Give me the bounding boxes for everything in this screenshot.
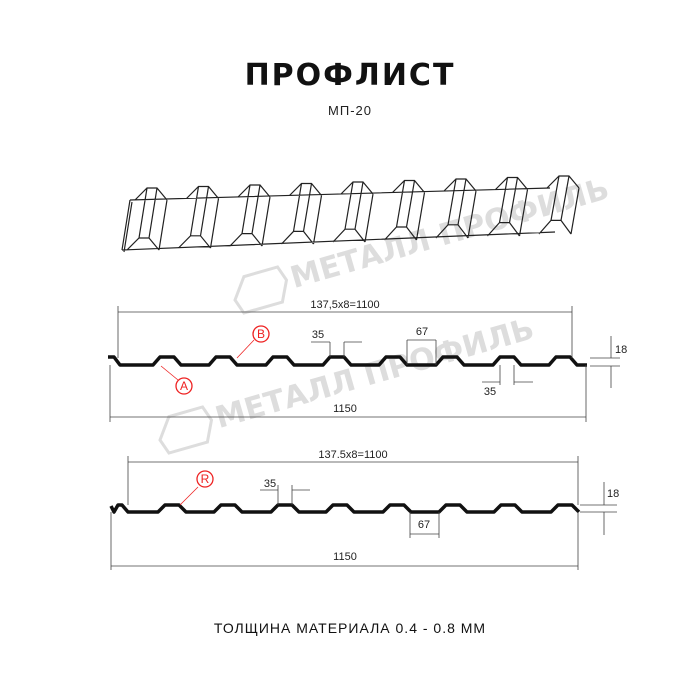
sheet-3d-view	[121, 175, 580, 253]
profile-1-shape	[108, 355, 587, 367]
profile-1-width-label: 1150	[333, 403, 357, 415]
profile-1-height-label: 18	[615, 344, 627, 356]
profile-1-top-flat-label: 35	[312, 329, 324, 341]
profile-2-pitch-label: 137.5x8=1100	[318, 449, 387, 461]
svg-text:МЕТАЛЛ ПРОФИЛЬ: МЕТАЛЛ ПРОФИЛЬ	[287, 171, 613, 295]
profile-2-shape	[109, 503, 581, 514]
profile-2-height-label: 18	[607, 488, 619, 500]
marker-a	[175, 377, 193, 395]
page-subtitle: МП-20	[328, 103, 372, 118]
sheet-3d-outline	[121, 175, 580, 253]
profile-1: 137,5x8=1100 1150 35 67 35 18 A B	[108, 299, 627, 422]
svg-text:A: A	[180, 379, 188, 393]
profile-1-gap-label: 67	[416, 326, 428, 338]
marker-b	[252, 325, 270, 343]
marker-r	[196, 470, 214, 488]
page-title: ПРОФЛИСТ	[244, 58, 456, 93]
material-thickness-note: ТОЛЩИНА МАТЕРИАЛА 0.4 - 0.8 ММ	[213, 620, 487, 636]
profile-2: 137.5x8=1100 1150 35 67 18 R	[109, 449, 619, 570]
svg-text:B: B	[257, 327, 265, 341]
svg-text:R: R	[201, 472, 210, 486]
profile-2-top-flat-label: 35	[264, 478, 276, 490]
profile-1-pitch-label: 137,5x8=1100	[310, 299, 379, 311]
profile-2-gap-label: 67	[418, 519, 430, 531]
watermark-bottom: МЕТАЛЛ ПРОФИЛЬ	[158, 311, 538, 455]
profile-1-bottom-flat-label: 35	[484, 386, 496, 398]
profile-2-width-label: 1150	[333, 551, 357, 563]
